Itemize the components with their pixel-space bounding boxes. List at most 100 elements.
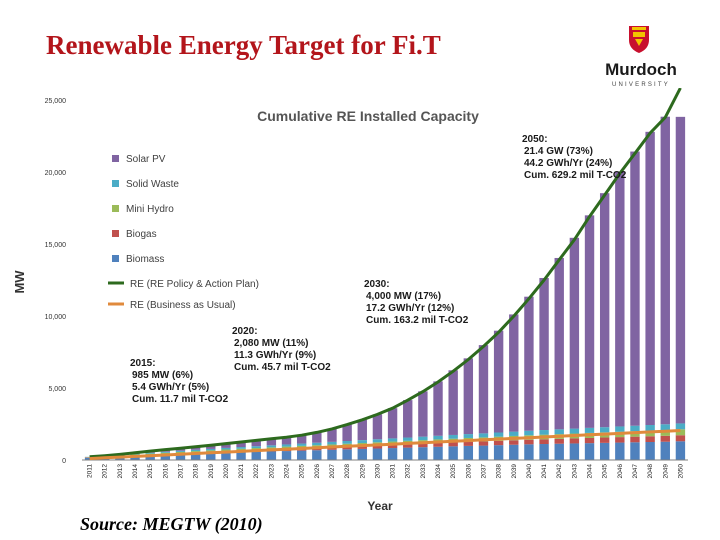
bar-segment <box>509 440 519 445</box>
y-tick-label: 10,000 <box>45 314 67 321</box>
bar-segment <box>569 237 580 429</box>
bar-segment <box>433 446 443 460</box>
x-tick-label: 2045 <box>602 464 609 479</box>
capacity-chart: Cumulative RE Installed Capacity MW Year… <box>12 88 688 513</box>
bar-segment <box>372 445 383 449</box>
bar-segment <box>463 358 474 435</box>
bar-segment <box>554 438 564 444</box>
series-line <box>89 88 682 459</box>
bar-segment <box>281 444 292 447</box>
annotation-line: 985 MW (6%) <box>132 370 193 381</box>
x-tick-label: 2020 <box>223 464 230 479</box>
bar-segment <box>175 451 186 454</box>
annotation-line: 21.4 GW (73%) <box>524 146 593 157</box>
bar-segment <box>599 427 610 433</box>
x-tick-label: 2017 <box>177 464 184 479</box>
bar-segment <box>266 447 277 450</box>
bar-segment <box>130 454 140 456</box>
x-tick-label: 2039 <box>511 464 518 479</box>
x-axis-label: Year <box>367 499 393 513</box>
x-tick-label: 2050 <box>677 464 684 479</box>
bar-segment <box>584 215 595 428</box>
x-tick-label: 2032 <box>405 464 412 479</box>
bar-segment <box>615 442 625 460</box>
bar-segment <box>296 443 307 446</box>
bar-segment <box>630 151 640 426</box>
bar-segment <box>236 442 246 448</box>
x-tick-label: 2041 <box>541 464 548 479</box>
annotation-line: Cum. 629.2 mil T-CO2 <box>524 170 627 181</box>
bar-segment <box>342 424 352 441</box>
bar-segment <box>675 441 686 460</box>
x-tick-label: 2044 <box>587 464 594 479</box>
bar-segment <box>478 433 489 438</box>
x-tick-label: 2012 <box>102 464 109 479</box>
bar-segment <box>206 445 216 449</box>
bar-segment <box>433 381 443 436</box>
legend-label: RE (Business as Usual) <box>130 300 236 311</box>
bar-segment <box>493 330 504 433</box>
bar-segment <box>236 447 246 449</box>
bar-segment <box>236 452 246 460</box>
y-tick-label: 15,000 <box>45 242 67 249</box>
bar-segment <box>387 438 398 442</box>
bar-segment <box>660 116 670 425</box>
bar-segment <box>478 345 489 434</box>
x-tick-label: 2030 <box>374 464 381 479</box>
bar-segment <box>630 425 640 432</box>
crest-icon <box>629 26 649 53</box>
bar-segment <box>190 449 201 452</box>
bar-segment <box>418 447 428 460</box>
bar-segment <box>493 432 504 437</box>
legend-swatch <box>112 180 119 187</box>
bar-segment <box>403 400 413 438</box>
x-tick-label: 2021 <box>238 464 245 479</box>
bar-segment <box>463 434 474 438</box>
x-tick-label: 2029 <box>359 464 366 479</box>
bar-segment <box>599 442 610 460</box>
x-tick-label: 2042 <box>556 464 563 479</box>
bar-segment <box>145 453 155 455</box>
annotation-line: 2030: <box>364 279 390 290</box>
x-tick-label: 2028 <box>344 464 351 479</box>
bar-segment <box>145 455 155 460</box>
bar-segment <box>569 428 580 434</box>
x-tick-label: 2014 <box>132 464 139 479</box>
bar-segment <box>524 439 534 445</box>
annotation-line: 2020: <box>232 326 258 337</box>
bar-segment <box>675 435 686 442</box>
bar-segment <box>539 430 549 435</box>
annotation-line: 11.3 GWh/Yr (9%) <box>234 350 316 361</box>
bar-segment <box>327 449 337 460</box>
bar-segment <box>190 453 201 460</box>
annotation: 2020: 2,080 MW (11%) 11.3 GWh/Yr (9%) Cum. … <box>232 326 331 373</box>
chart-title: Cumulative RE Installed Capacity <box>257 108 479 124</box>
annotation-line: 4,000 MW (17%) <box>366 291 441 302</box>
x-tick-label: 2034 <box>435 464 442 479</box>
legend-swatch <box>112 205 119 212</box>
x-tick-label: 2043 <box>571 464 578 479</box>
x-tick-label: 2037 <box>480 464 487 479</box>
annotation-line: 5.4 GWh/Yr (5%) <box>132 382 209 393</box>
bar-segment <box>281 437 292 445</box>
bar-segment <box>584 427 595 433</box>
annotation: 2015: 985 MW (6%) 5.4 GWh/Yr (5%) Cum. 11.7… <box>130 358 229 405</box>
x-tick-label: 2011 <box>87 464 94 478</box>
bar-segment <box>160 451 171 453</box>
bar-segment <box>281 451 292 460</box>
x-tick-label: 2046 <box>617 464 624 479</box>
legend: Solar PV Solid Waste Mini Hydro Biogas Bioma… <box>108 154 259 311</box>
bar-segment <box>554 429 564 435</box>
bar-segment <box>418 443 428 448</box>
x-tick-label: 2015 <box>147 464 154 479</box>
bar-segment <box>342 440 352 444</box>
annotation-line: Cum. 45.7 mil T-CO2 <box>234 362 331 373</box>
slide-title: Renewable Energy Target for Fi.T <box>46 30 441 60</box>
bar-segment <box>615 171 625 427</box>
x-tick-label: 2047 <box>632 464 639 479</box>
bar-segment <box>403 444 413 448</box>
bar-segment <box>296 435 307 444</box>
bar-segment <box>372 414 383 440</box>
legend-swatch <box>112 230 119 237</box>
bar-segment <box>312 450 322 460</box>
